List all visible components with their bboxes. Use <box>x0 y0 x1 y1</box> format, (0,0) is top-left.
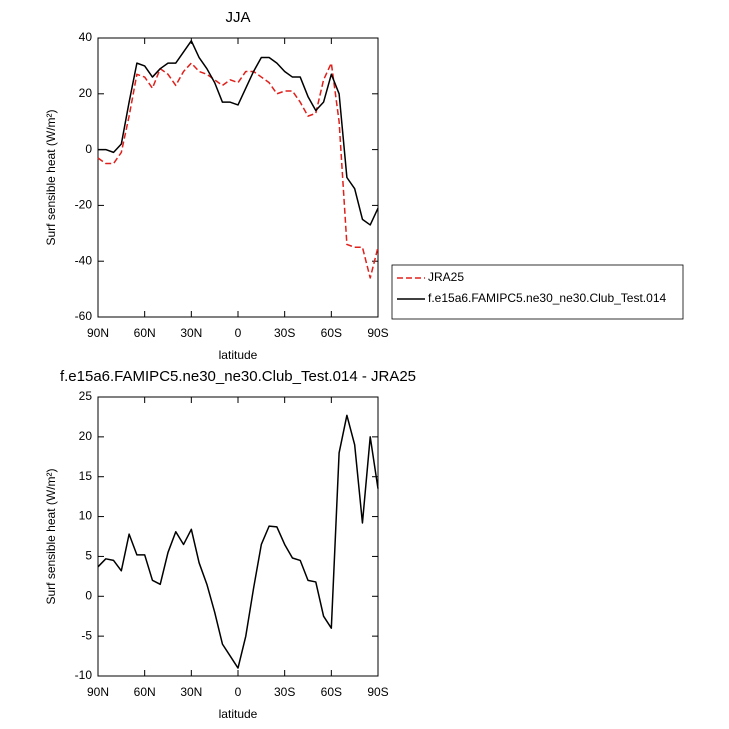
y-tick-label: -40 <box>75 253 93 267</box>
x-tick-label: 60S <box>321 685 342 699</box>
y-tick-label: -10 <box>75 668 93 682</box>
y-tick-label: -60 <box>75 309 93 323</box>
x-tick-label: 30N <box>180 685 202 699</box>
y-tick-label: 10 <box>79 509 93 523</box>
y-tick-label: 15 <box>79 469 93 483</box>
y-axis-label: Surf sensible heat (W/m²) <box>44 109 58 245</box>
x-tick-label: 90S <box>367 326 388 340</box>
chart-title: f.e15a6.FAMIPC5.ne30_ne30.Club_Test.014 … <box>60 368 416 385</box>
data-line <box>98 40 379 226</box>
x-tick-label: 60N <box>134 326 156 340</box>
x-tick-label: 90N <box>87 326 109 340</box>
y-tick-label: -20 <box>75 198 93 212</box>
y-tick-label: 0 <box>85 588 92 602</box>
x-tick-label: 90S <box>367 685 388 699</box>
y-tick-label: 25 <box>79 389 93 403</box>
plot-frame <box>97 37 379 318</box>
chart-title: JJA <box>225 9 250 26</box>
x-tick-label: 0 <box>235 326 242 340</box>
y-tick-label: -5 <box>81 628 92 642</box>
y-tick-label: 40 <box>79 30 93 44</box>
x-tick-label: 30S <box>274 326 295 340</box>
legend-box <box>391 264 684 320</box>
y-tick-label: 20 <box>79 429 93 443</box>
x-tick-label: 60S <box>321 326 342 340</box>
data-line <box>97 62 379 279</box>
y-tick-label: 5 <box>85 549 92 563</box>
x-axis-label: latitude <box>219 348 258 362</box>
x-tick-label: 0 <box>235 685 242 699</box>
x-tick-label: 90N <box>87 685 109 699</box>
x-tick-label: 30N <box>180 326 202 340</box>
legend-label: f.e15a6.FAMIPC5.ne30_ne30.Club_Test.014 <box>428 291 666 305</box>
y-tick-label: 20 <box>79 86 93 100</box>
x-tick-label: 30S <box>274 685 295 699</box>
x-axis-label: latitude <box>219 707 258 721</box>
y-axis-label: Surf sensible heat (W/m²) <box>44 468 58 604</box>
x-tick-label: 60N <box>134 685 156 699</box>
data-line <box>97 414 379 669</box>
legend-label: JRA25 <box>428 270 464 284</box>
y-tick-label: 0 <box>85 142 92 156</box>
